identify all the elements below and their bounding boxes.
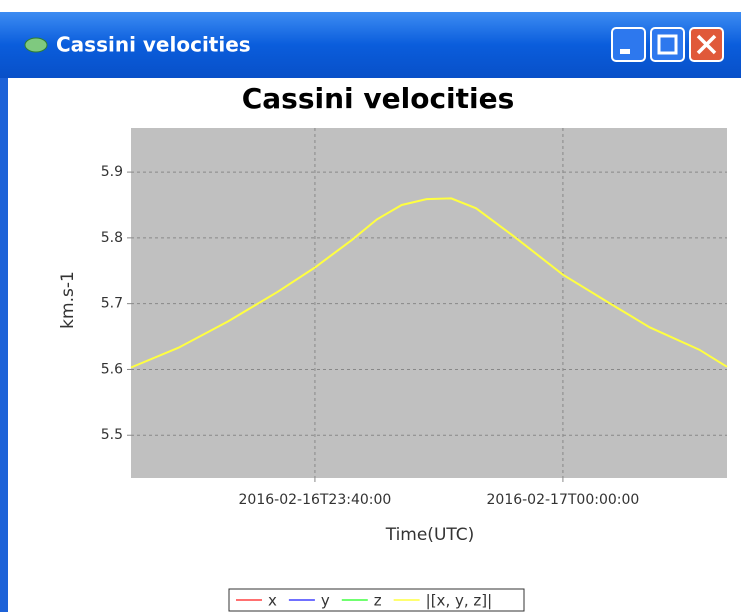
x-axis-label: Time(UTC) [385,525,475,545]
legend-label: z [374,592,382,610]
series-line [130,197,728,369]
legend-label: x [268,592,277,610]
legend [228,588,525,612]
minimize-button[interactable] [611,27,646,62]
window-icon [24,37,48,53]
y-tick-label: 5.5 [101,427,123,443]
y-tick-label: 5.8 [101,230,123,246]
legend-label: |[x, y, z]| [426,592,493,610]
x-tick-label: 2016-02-16T23:40:00 [239,492,392,508]
x-tick-label: 2016-02-17T00:00:00 [487,492,640,508]
y-axis-label: km.s-1 [58,271,78,329]
window-border [0,78,8,612]
close-button[interactable] [689,27,724,62]
y-tick-label: 5.6 [101,361,123,377]
window-title: Cassini velocities [56,33,251,57]
y-tick-label: 5.7 [101,296,123,312]
chart-title: Cassini velocities [242,82,515,115]
maximize-button[interactable] [650,27,685,62]
plot-area [131,128,727,478]
legend-label: y [321,592,330,610]
y-tick-label: 5.9 [101,164,123,180]
